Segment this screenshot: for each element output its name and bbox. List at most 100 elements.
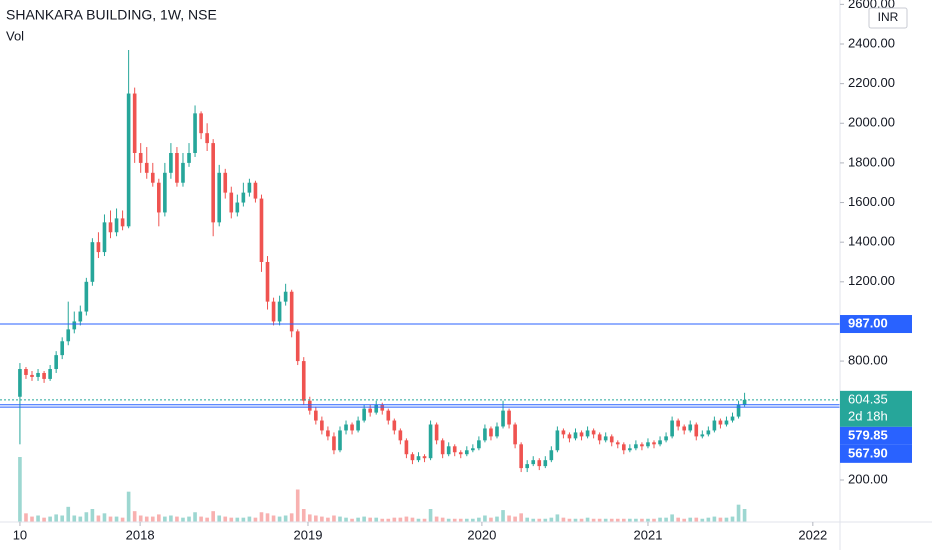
candle-body bbox=[700, 434, 705, 437]
last-price-box bbox=[840, 390, 912, 427]
candle-body bbox=[483, 428, 487, 441]
volume-bar bbox=[549, 517, 554, 522]
candle-body bbox=[555, 430, 560, 451]
volume-bar bbox=[54, 514, 58, 522]
volume-bar bbox=[640, 518, 644, 522]
volume-bar bbox=[66, 506, 71, 522]
volume-bar bbox=[477, 517, 481, 522]
volume-bar bbox=[446, 518, 451, 522]
volume-bar bbox=[561, 517, 566, 522]
candle-body bbox=[175, 152, 179, 183]
candle-body bbox=[265, 261, 270, 302]
volume-bar bbox=[307, 514, 312, 522]
volume-bar bbox=[434, 516, 439, 522]
candle-body bbox=[688, 424, 693, 431]
y-tick-label: 2000.00 bbox=[848, 115, 895, 130]
volume-bar bbox=[579, 518, 584, 522]
candle-body bbox=[664, 436, 668, 441]
volume-bar bbox=[283, 515, 288, 522]
y-tick-label: 800.00 bbox=[848, 353, 888, 368]
candle-body bbox=[730, 416, 735, 421]
volume-bar bbox=[144, 516, 149, 522]
volume-bar bbox=[585, 517, 590, 522]
currency-box[interactable] bbox=[868, 7, 908, 29]
volume-bar bbox=[615, 518, 620, 522]
volume-bar bbox=[597, 518, 602, 522]
volume-bar bbox=[712, 516, 717, 522]
volume-bar bbox=[295, 489, 300, 522]
currency-label: INR bbox=[878, 10, 899, 24]
candle-body bbox=[458, 452, 463, 455]
volume-bar bbox=[676, 517, 680, 522]
candle-body bbox=[615, 442, 620, 445]
candle-body bbox=[42, 372, 46, 379]
level-price-label: 579.85 bbox=[848, 427, 888, 442]
volume-bar bbox=[326, 517, 330, 522]
volume-bar bbox=[96, 515, 101, 522]
volume-bar bbox=[271, 515, 276, 522]
candle-body bbox=[247, 182, 252, 193]
volume-bar bbox=[108, 516, 113, 522]
candle-body bbox=[320, 420, 324, 431]
candle-body bbox=[132, 93, 137, 153]
x-tick-label: 2022 bbox=[798, 527, 827, 542]
candle-body bbox=[513, 424, 517, 445]
volume-bar bbox=[24, 513, 28, 522]
candle-body bbox=[368, 408, 372, 413]
y-tick-label: 1200.00 bbox=[848, 273, 895, 288]
candle-body bbox=[18, 369, 22, 397]
candle-body bbox=[217, 172, 222, 223]
volume-bar bbox=[501, 510, 505, 522]
candle-body bbox=[307, 400, 312, 411]
y-tick-label: 1600.00 bbox=[848, 194, 895, 209]
volume-bar bbox=[718, 517, 723, 522]
volume-bar bbox=[301, 509, 306, 522]
y-tick-label: 2600.00 bbox=[848, 0, 895, 11]
candle-body bbox=[163, 172, 167, 213]
candle-body bbox=[386, 410, 391, 421]
candle-body bbox=[374, 404, 379, 413]
volume-bar bbox=[664, 517, 668, 522]
candle-body bbox=[712, 420, 717, 431]
candle-body bbox=[54, 355, 58, 370]
x-tick-label: 2021 bbox=[634, 527, 663, 542]
y-tick-label: 1800.00 bbox=[848, 154, 895, 169]
volume-bar bbox=[398, 517, 403, 522]
volume-bar bbox=[163, 516, 167, 522]
volume-bar bbox=[138, 515, 143, 522]
volume-bar bbox=[30, 516, 34, 522]
candle-body bbox=[434, 424, 439, 441]
volume-bar bbox=[120, 517, 125, 522]
candle-body bbox=[706, 430, 711, 435]
volume-bar bbox=[603, 518, 608, 522]
volume-bar bbox=[386, 518, 391, 522]
volume-bar bbox=[483, 515, 487, 522]
volume-bar bbox=[694, 517, 699, 522]
volume-bar bbox=[253, 517, 258, 522]
volume-bar bbox=[247, 516, 252, 522]
candle-body bbox=[229, 192, 234, 213]
volume-bar bbox=[235, 517, 240, 522]
candle-body bbox=[567, 434, 572, 439]
volume-bar bbox=[90, 509, 95, 522]
level-price-box bbox=[840, 426, 912, 445]
candle-body bbox=[440, 440, 445, 455]
candle-body bbox=[84, 281, 89, 312]
candle-body bbox=[543, 460, 548, 467]
volume-bar bbox=[537, 518, 542, 522]
candle-body bbox=[277, 301, 282, 322]
candle-body bbox=[446, 446, 451, 455]
volume-bar bbox=[730, 516, 735, 522]
volume-bar bbox=[374, 517, 379, 522]
candle-body bbox=[676, 420, 680, 427]
candle-body bbox=[241, 192, 246, 203]
candle-body bbox=[477, 440, 481, 449]
volume-bar bbox=[464, 518, 469, 522]
y-tick-label: 2400.00 bbox=[848, 35, 895, 50]
candle-body bbox=[150, 172, 155, 183]
candle-body bbox=[561, 430, 566, 435]
volume-bar bbox=[724, 517, 729, 522]
volume-bar bbox=[36, 515, 40, 522]
candle-body bbox=[404, 440, 409, 455]
candle-body bbox=[736, 404, 741, 417]
